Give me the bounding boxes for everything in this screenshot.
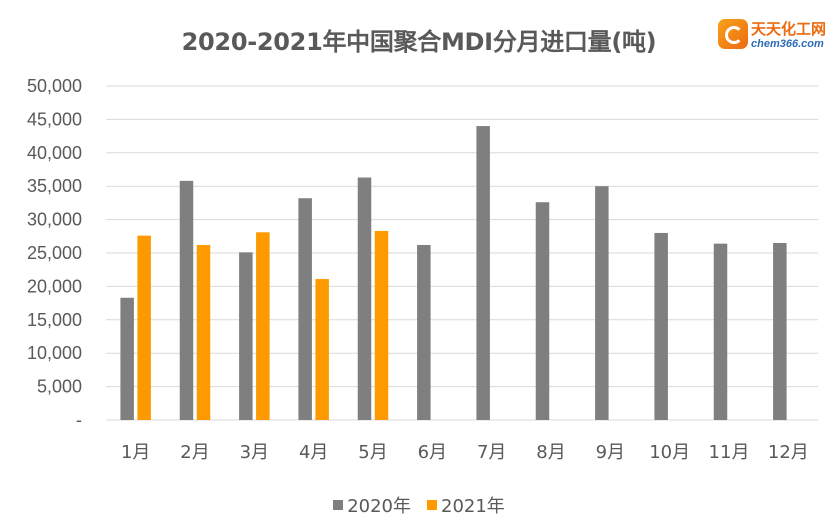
logo-url: chem366.com bbox=[751, 38, 824, 50]
bar-series-2020 bbox=[298, 198, 312, 420]
x-axis-ticks: 1月 2月 3月 4月 5月 6月 7月 8月 9月 10月 11月 12月 bbox=[121, 442, 809, 463]
y-tick-label: 5,000 bbox=[37, 377, 82, 397]
y-tick-label: 35,000 bbox=[27, 176, 82, 196]
bar-series-2021 bbox=[196, 244, 211, 420]
y-tick-label: 45,000 bbox=[27, 109, 82, 129]
x-tick-label: 5月 bbox=[358, 442, 387, 463]
y-axis-ticks: - 5,000 10,000 15,000 20,000 25,000 30,000 35,0… bbox=[27, 76, 82, 430]
gridlines bbox=[106, 85, 818, 421]
bar-series-2021 bbox=[315, 279, 329, 420]
y-tick-label: 50,000 bbox=[27, 76, 82, 96]
x-tick-label: 2月 bbox=[180, 442, 209, 463]
x-tick-label: 7月 bbox=[477, 442, 506, 463]
x-tick-label: 10月 bbox=[649, 442, 690, 463]
bar-series-2020 bbox=[179, 180, 194, 420]
bars bbox=[120, 126, 787, 420]
y-tick-label: 40,000 bbox=[27, 143, 82, 163]
bar-series-2020 bbox=[239, 252, 253, 420]
bar-series-2020 bbox=[417, 244, 431, 420]
legend-label: 2020年 bbox=[347, 496, 411, 517]
legend-item: 2020年 bbox=[333, 492, 411, 518]
legend-label: 2021年 bbox=[441, 496, 505, 517]
legend-swatch bbox=[333, 500, 344, 510]
legend-swatch bbox=[427, 500, 437, 510]
chart-title: 2020-2021年中国聚合MDI分月进口量(吨) bbox=[181, 28, 657, 56]
legend-item: 2021年 bbox=[427, 492, 505, 518]
logo-name: 天天化工网 bbox=[751, 20, 827, 38]
bar-series-2020 bbox=[654, 232, 668, 420]
y-tick-label: 15,000 bbox=[27, 310, 82, 330]
x-tick-label: 3月 bbox=[240, 442, 269, 463]
y-tick-label: - bbox=[76, 410, 82, 430]
x-tick-label: 8月 bbox=[536, 442, 565, 463]
y-tick-label: 30,000 bbox=[27, 210, 82, 230]
y-tick-label: 20,000 bbox=[27, 276, 82, 296]
bar-series-2020 bbox=[595, 186, 609, 420]
bar-series-2020 bbox=[476, 126, 490, 420]
y-tick-label: 25,000 bbox=[27, 243, 82, 263]
x-tick-label: 11月 bbox=[709, 442, 750, 463]
bar-series-2021 bbox=[137, 235, 151, 420]
bar-series-2020 bbox=[773, 242, 787, 420]
y-tick-label: 10,000 bbox=[27, 343, 82, 363]
x-tick-label: 6月 bbox=[418, 442, 447, 463]
x-tick-label: 12月 bbox=[768, 442, 809, 463]
bar-series-2020 bbox=[535, 202, 550, 420]
x-tick-label: 9月 bbox=[596, 442, 625, 463]
bar-series-2020 bbox=[713, 243, 728, 420]
bar-series-2020 bbox=[120, 297, 134, 420]
logo-icon bbox=[718, 19, 748, 49]
logo: 天天化工网 chem366.com bbox=[718, 16, 830, 56]
x-tick-label: 1月 bbox=[121, 442, 150, 463]
legend: 2020年 2021年 bbox=[0, 492, 838, 518]
bar-series-2020 bbox=[357, 177, 372, 420]
x-tick-label: 4月 bbox=[299, 442, 328, 463]
bar-series-2021 bbox=[256, 232, 270, 420]
bar-series-2021 bbox=[374, 230, 389, 420]
